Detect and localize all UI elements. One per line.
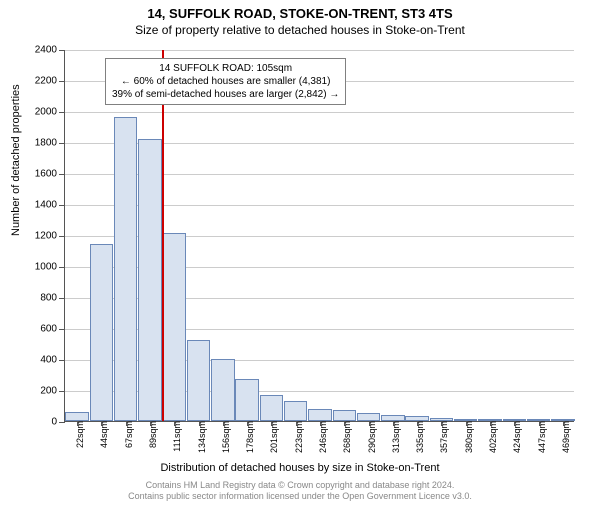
x-tick-label: 290sqm [361,421,377,453]
x-tick-label: 89sqm [142,421,158,448]
x-tick-label: 156sqm [215,421,231,453]
footer-line-2: Contains public sector information licen… [0,491,600,502]
y-tick-label: 2400 [35,45,65,56]
x-tick-label: 111sqm [166,421,182,452]
y-tick-label: 600 [40,324,65,335]
x-tick-label: 67sqm [118,421,134,448]
footer-attribution: Contains HM Land Registry data © Crown c… [0,480,600,502]
x-tick-label: 134sqm [191,421,207,453]
y-tick-label: 200 [40,386,65,397]
x-axis-title: Distribution of detached houses by size … [0,462,600,474]
chart-title-sub: Size of property relative to detached ho… [0,23,600,37]
y-tick-label: 800 [40,293,65,304]
y-tick-label: 1000 [35,262,65,273]
chart-plot-area: 0200400600800100012001400160018002000220… [64,50,574,422]
bar [114,117,137,421]
bar [138,139,161,421]
info-box: 14 SUFFOLK ROAD: 105sqm← 60% of detached… [105,58,346,105]
x-tick-label: 335sqm [409,421,425,453]
bar [357,413,380,421]
info-box-line: 14 SUFFOLK ROAD: 105sqm [112,62,339,75]
gridline [65,112,574,113]
x-tick-label: 22sqm [69,421,85,448]
chart-title-main: 14, SUFFOLK ROAD, STOKE-ON-TRENT, ST3 4T… [0,6,600,21]
y-tick-label: 2200 [35,76,65,87]
y-axis-title: Number of detached properties [10,84,22,236]
bar [284,401,307,421]
bar [90,244,113,421]
info-box-line: ← 60% of detached houses are smaller (4,… [112,75,339,88]
y-tick-label: 2000 [35,107,65,118]
x-tick-label: 223sqm [288,421,304,453]
y-tick-label: 1600 [35,169,65,180]
y-tick-label: 0 [51,417,65,428]
footer-line-1: Contains HM Land Registry data © Crown c… [0,480,600,491]
reference-line [162,50,164,421]
x-tick-label: 380sqm [458,421,474,453]
bar [235,379,258,421]
x-tick-label: 313sqm [385,421,401,453]
x-tick-label: 268sqm [336,421,352,453]
y-tick-label: 400 [40,355,65,366]
bar [260,395,283,421]
x-tick-label: 44sqm [93,421,109,448]
bar [187,340,210,421]
x-tick-label: 246sqm [312,421,328,453]
info-box-line: 39% of semi-detached houses are larger (… [112,88,339,101]
x-tick-label: 447sqm [531,421,547,453]
y-tick-label: 1200 [35,231,65,242]
bar [333,410,356,421]
y-tick-label: 1400 [35,200,65,211]
x-tick-label: 357sqm [433,421,449,453]
x-tick-label: 469sqm [555,421,571,453]
x-tick-label: 424sqm [506,421,522,453]
bar [163,233,186,421]
x-tick-label: 402sqm [482,421,498,453]
x-tick-label: 178sqm [239,421,255,453]
bar [308,409,331,421]
x-tick-label: 201sqm [263,421,279,453]
bar [65,412,88,421]
gridline [65,50,574,51]
bar [211,359,234,421]
y-tick-label: 1800 [35,138,65,149]
